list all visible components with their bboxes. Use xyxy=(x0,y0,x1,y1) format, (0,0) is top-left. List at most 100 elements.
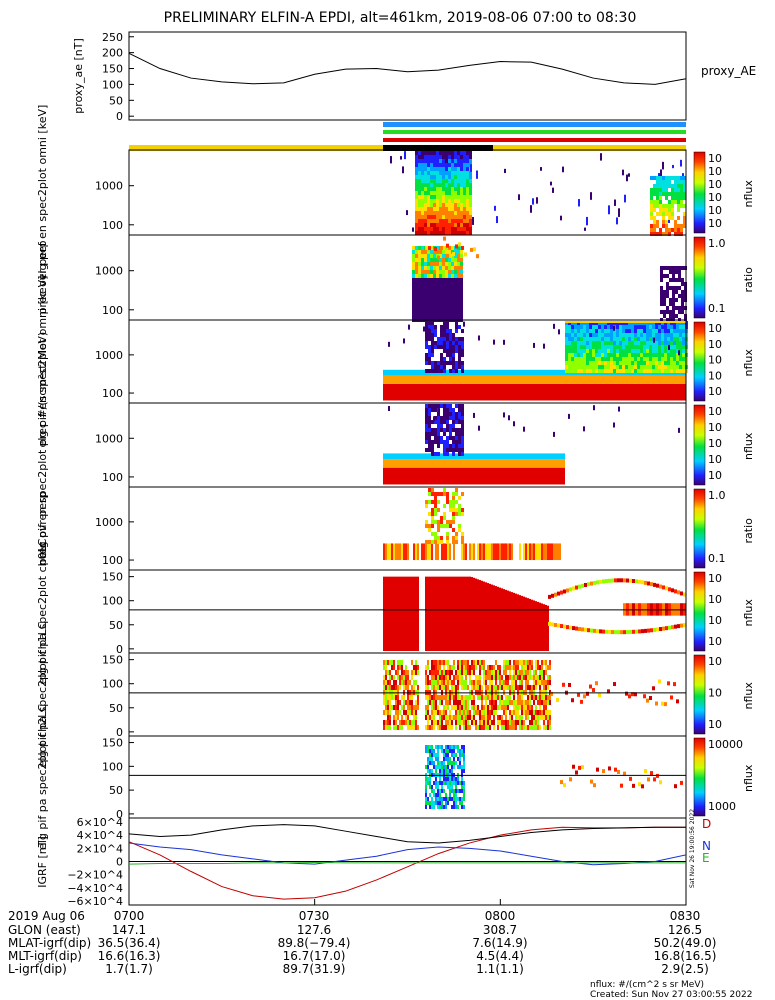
colorbar-tick: 10 xyxy=(708,204,722,217)
xrow-3-v3: 16.8(16.5) xyxy=(654,949,717,963)
y-tick-label: 100 xyxy=(102,78,123,91)
colorbar-tick: 10000 xyxy=(708,738,743,751)
colorbar-tick: 10 xyxy=(708,469,722,482)
colorbar-label: nflux xyxy=(742,599,755,627)
y-tick-label: 0 xyxy=(116,726,123,739)
line-traces xyxy=(128,52,687,900)
colorbar-label: nflux xyxy=(742,349,755,377)
xrow-3-v0: 16.6(16.3) xyxy=(98,949,161,963)
xrow-0-label: 2019 Aug 06 xyxy=(8,909,85,923)
colorbar xyxy=(693,236,706,319)
proxy-ae-frame xyxy=(128,31,687,121)
xrow-4-v3: 2.9(2.5) xyxy=(661,962,709,976)
status-bar-green xyxy=(383,130,686,134)
igrf-n-line xyxy=(128,842,687,866)
proxy-ae-line xyxy=(128,52,687,85)
y-tick-label: 0 xyxy=(116,110,123,123)
y-tick-label: 100 xyxy=(102,595,123,608)
colorbar xyxy=(693,488,706,569)
y-tick-label: 150 xyxy=(102,737,123,750)
colorbar-tick: 10 xyxy=(708,635,722,648)
y-tick-label: 100 xyxy=(102,471,123,484)
colorbar-tick: 10 xyxy=(708,191,722,204)
y-axis-label: prec ovr perp xyxy=(36,240,49,314)
y-tick-label: 100 xyxy=(102,760,123,773)
xrow-4-v2: 1.1(1.1) xyxy=(476,962,524,976)
proxy-ae-legend: proxy_AE xyxy=(701,64,756,78)
colorbar xyxy=(693,321,706,402)
y-tick-label: −2×10^4 xyxy=(67,869,123,882)
y-axis-label: elg pef en spec2plot omni [keV] xyxy=(36,105,49,281)
chart-title: PRELIMINARY ELFIN-A EPDI, alt=461km, 201… xyxy=(164,10,637,26)
colorbar-tick: 1000 xyxy=(708,800,736,813)
xrow-1-v2: 308.7 xyxy=(483,923,517,937)
y-tick-label: 4×10^4 xyxy=(77,829,123,842)
colorbar-label: ratio xyxy=(742,267,755,293)
colorbar-label: ratio xyxy=(742,518,755,544)
y-tick-label: 50 xyxy=(109,619,123,632)
y-tick-label: 0 xyxy=(116,643,123,656)
colorbar-tick: 0.1 xyxy=(708,552,726,565)
y-axis-label: prec ovr perp xyxy=(36,491,49,565)
colorbar xyxy=(693,404,706,486)
colorbar xyxy=(693,151,706,234)
status-bar-red xyxy=(383,138,686,142)
bottom-axis-table: 2019 Aug 06 0700 0730 0800 0830 GLON (ea… xyxy=(8,909,716,976)
colorbar-tick: 10 xyxy=(708,437,722,450)
y-tick-label: 50 xyxy=(109,702,123,715)
colorbar-tick: 10 xyxy=(708,152,722,165)
y-tick-label: 6×10^4 xyxy=(77,816,123,829)
y-tick-label: 250 xyxy=(102,31,123,44)
y-axis-label: elg pif en spec2plot omni [keV] xyxy=(36,276,49,448)
xrow-2-v3: 50.2(49.0) xyxy=(654,936,717,950)
status-bar-blue xyxy=(383,122,686,127)
spectrogram-panel-frame xyxy=(128,735,687,819)
y-tick-label: 150 xyxy=(102,654,123,667)
y-tick-label: −4×10^4 xyxy=(67,882,123,895)
colorbar-tick: 10 xyxy=(708,453,722,466)
colorbar-tick: 10 xyxy=(708,655,722,668)
y-tick-label: 1000 xyxy=(95,432,123,445)
spectrogram-panel-frame xyxy=(128,234,687,321)
y-tick-label: 0 xyxy=(116,808,123,821)
y-axis-label: elg pif pa spec2plot ch0LC xyxy=(36,538,49,684)
y-tick-label: 50 xyxy=(109,94,123,107)
colorbar-tick: 10 xyxy=(708,165,722,178)
igrf-legend-e: E xyxy=(702,851,710,865)
igrf-legend-d: D xyxy=(702,817,711,831)
igrf-total-line xyxy=(128,824,686,844)
igrf-legend-n: N xyxy=(702,839,711,853)
xrow-0-v0: 0700 xyxy=(114,909,145,923)
colorbar xyxy=(693,654,706,735)
igrf-d-line xyxy=(128,826,686,900)
colorbar-tick: 10 xyxy=(708,322,722,335)
colorbar-tick: 1.0 xyxy=(708,489,726,502)
colorbar-tick: 10 xyxy=(708,405,722,418)
y-tick-label: 50 xyxy=(109,784,123,797)
colorbar-tick: 10 xyxy=(708,354,722,367)
colorbar-tick: 10 xyxy=(708,421,722,434)
status-bar-yellow xyxy=(493,145,686,151)
footer-units: nflux: #/(cm^2 s sr MeV) xyxy=(590,980,704,990)
colorbar-tick: 10 xyxy=(708,385,722,398)
y-axis-label: elg pif pa spec2plot ch2LC xyxy=(36,704,49,850)
colorbar-tick: 10 xyxy=(708,178,722,191)
y-tick-label: 100 xyxy=(102,304,123,317)
y-tick-label: −6×10^4 xyxy=(67,895,123,908)
xrow-1-v3: 126.5 xyxy=(668,923,702,937)
y-axis-label: IGRF [nT] xyxy=(36,836,49,888)
xrow-3-label: MLT-igrf(dip) xyxy=(8,949,82,963)
side-stamp: Sat Nov 26 19:00:56 2022 xyxy=(689,809,696,888)
y-axis-label: proxy_ae [nT] xyxy=(72,38,85,113)
xrow-0-v3: 0830 xyxy=(670,909,701,923)
colorbar-tick: 10 xyxy=(708,614,722,627)
xrow-1-label: GLON (east) xyxy=(8,923,81,937)
footer-created: Created: Sun Nov 27 03:00:55 2022 xyxy=(590,990,752,1000)
xrow-0-v1: 0730 xyxy=(299,909,330,923)
colorbar-label: nflux xyxy=(742,682,755,710)
y-tick-label: 100 xyxy=(102,387,123,400)
y-tick-label: 1000 xyxy=(95,516,123,529)
y-tick-label: 150 xyxy=(102,571,123,584)
